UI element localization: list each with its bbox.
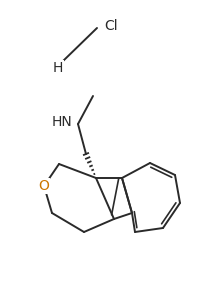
Text: O: O bbox=[39, 179, 49, 193]
Text: H: H bbox=[53, 61, 63, 75]
Text: HN: HN bbox=[51, 115, 72, 129]
Text: Cl: Cl bbox=[104, 19, 118, 33]
